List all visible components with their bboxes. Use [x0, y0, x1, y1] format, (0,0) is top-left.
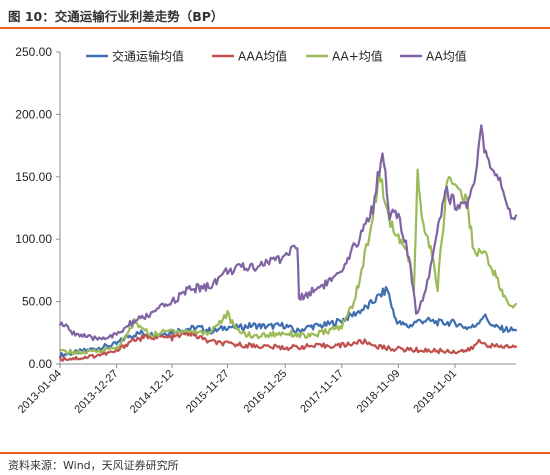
legend-label: AAA均值 [238, 49, 287, 64]
x-tick-label: 2017-11-17 [298, 368, 346, 416]
x-tick-label: 2014-12-12 [128, 368, 176, 416]
chart-axes: 0.00 50.00 100.00 150.00 200.00 250.00 2013-01… [15, 45, 516, 416]
source-note: 资料来源：Wind，天风证券研究所 [8, 459, 179, 472]
source-rule [0, 452, 550, 454]
y-tick-label: 0.00 [29, 357, 53, 371]
x-tick-label: 2018-11-09 [355, 368, 403, 416]
y-tick-label: 250.00 [15, 45, 52, 59]
legend-label: AA+均值 [332, 49, 383, 64]
y-tick-label: 100.00 [15, 232, 52, 246]
y-tick-label: 50.00 [22, 295, 52, 309]
x-tick-label: 2019-11-01 [411, 368, 459, 416]
legend-label: 交通运输均值 [112, 49, 184, 64]
title-rule [0, 27, 550, 29]
x-tick-label: 2013-12-27 [72, 368, 120, 416]
series-line [58, 124, 518, 342]
chart-legend: 交通运输均值 AAA均值 AA+均值 AA均值 [86, 49, 467, 64]
spread-line-chart: 0.00 50.00 100.00 150.00 200.00 250.00 2013-01… [15, 45, 518, 416]
series-line [58, 286, 518, 359]
series-line [58, 330, 518, 362]
x-tick-label: 2015-11-27 [184, 368, 232, 416]
x-tick-label: 2016-11-25 [242, 368, 290, 416]
chart-plot-area [58, 124, 518, 362]
y-tick-label: 150.00 [15, 170, 52, 184]
y-tick-label: 200.00 [15, 107, 52, 121]
x-tick-label: 2013-01-04 [16, 368, 64, 416]
figure-title: 图 10：交通运输行业利差走势（BP） [8, 9, 224, 24]
legend-label: AA均值 [426, 49, 467, 64]
